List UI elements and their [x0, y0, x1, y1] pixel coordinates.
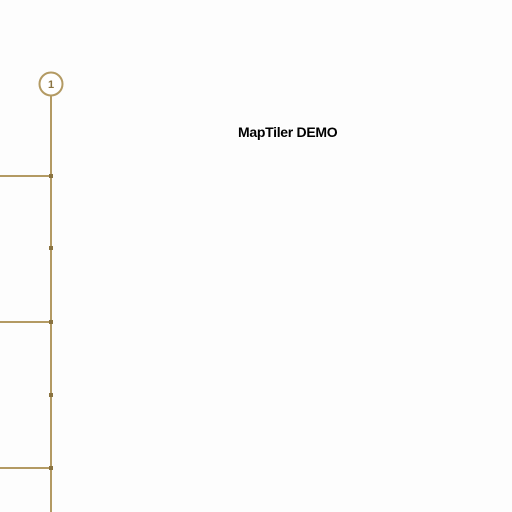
junction-marker	[49, 393, 53, 397]
junction-marker	[49, 320, 53, 324]
junction-marker	[49, 466, 53, 470]
map-watermark: MapTiler DEMO	[238, 124, 338, 140]
junction-marker	[49, 174, 53, 178]
route-shield-icon[interactable]: 1	[38, 71, 64, 97]
junction-marker	[49, 246, 53, 250]
route-shield-label: 1	[48, 79, 54, 91]
